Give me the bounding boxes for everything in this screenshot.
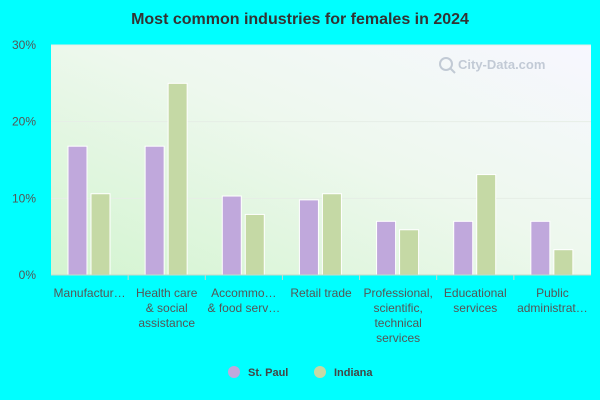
bar-st-paul [298, 199, 319, 276]
x-axis-labels: Manufactur… Health care & social assistance… [54, 275, 588, 345]
bars [67, 82, 574, 276]
watermark-magnifier-handle [449, 67, 456, 74]
x-tick-label: Manufactur… [54, 286, 126, 300]
y-tick-label: 0% [19, 268, 37, 282]
bar-st-paul [221, 195, 242, 276]
x-tick-label: Professional, scientific, technical service… [363, 286, 432, 345]
bar-st-paul [144, 145, 165, 276]
x-tick-label: Educational services [444, 286, 507, 315]
bar-indiana [90, 193, 111, 276]
plot-area [51, 45, 591, 275]
bar-st-paul [376, 220, 397, 276]
y-tick-label: 30% [12, 38, 36, 52]
grid-lines [51, 44, 591, 199]
x-tick-label: Public administrat… [517, 286, 588, 315]
legend-swatch [228, 366, 240, 378]
bar-st-paul [67, 145, 88, 276]
x-tick-label: Health care & social assistance [136, 286, 198, 330]
bar-indiana [167, 82, 188, 276]
x-tick-label: Retail trade [290, 286, 352, 300]
x-tick-label: Accommo… & food serv… [208, 286, 281, 315]
bar-indiana [244, 213, 265, 276]
chart-title: Most common industries for females in 20… [131, 11, 469, 28]
legend-label: St. Paul [248, 367, 288, 379]
legend: St. Paul Indiana [228, 366, 373, 379]
y-tick-label: 10% [12, 191, 36, 205]
bar-st-paul [453, 220, 474, 276]
bar-indiana [321, 193, 342, 276]
bar-indiana [553, 249, 574, 276]
y-axis: 0% 10% 20% 30% [12, 38, 36, 282]
y-tick-label: 20% [12, 115, 36, 129]
legend-label: Indiana [334, 367, 373, 379]
legend-swatch [314, 366, 326, 378]
bar-indiana [476, 174, 497, 276]
bar-indiana [399, 229, 420, 276]
watermark-magnifier-icon [439, 57, 453, 71]
watermark-text: City-Data.com [458, 57, 545, 72]
watermark: City-Data.com [439, 57, 545, 74]
bar-st-paul [530, 220, 551, 276]
